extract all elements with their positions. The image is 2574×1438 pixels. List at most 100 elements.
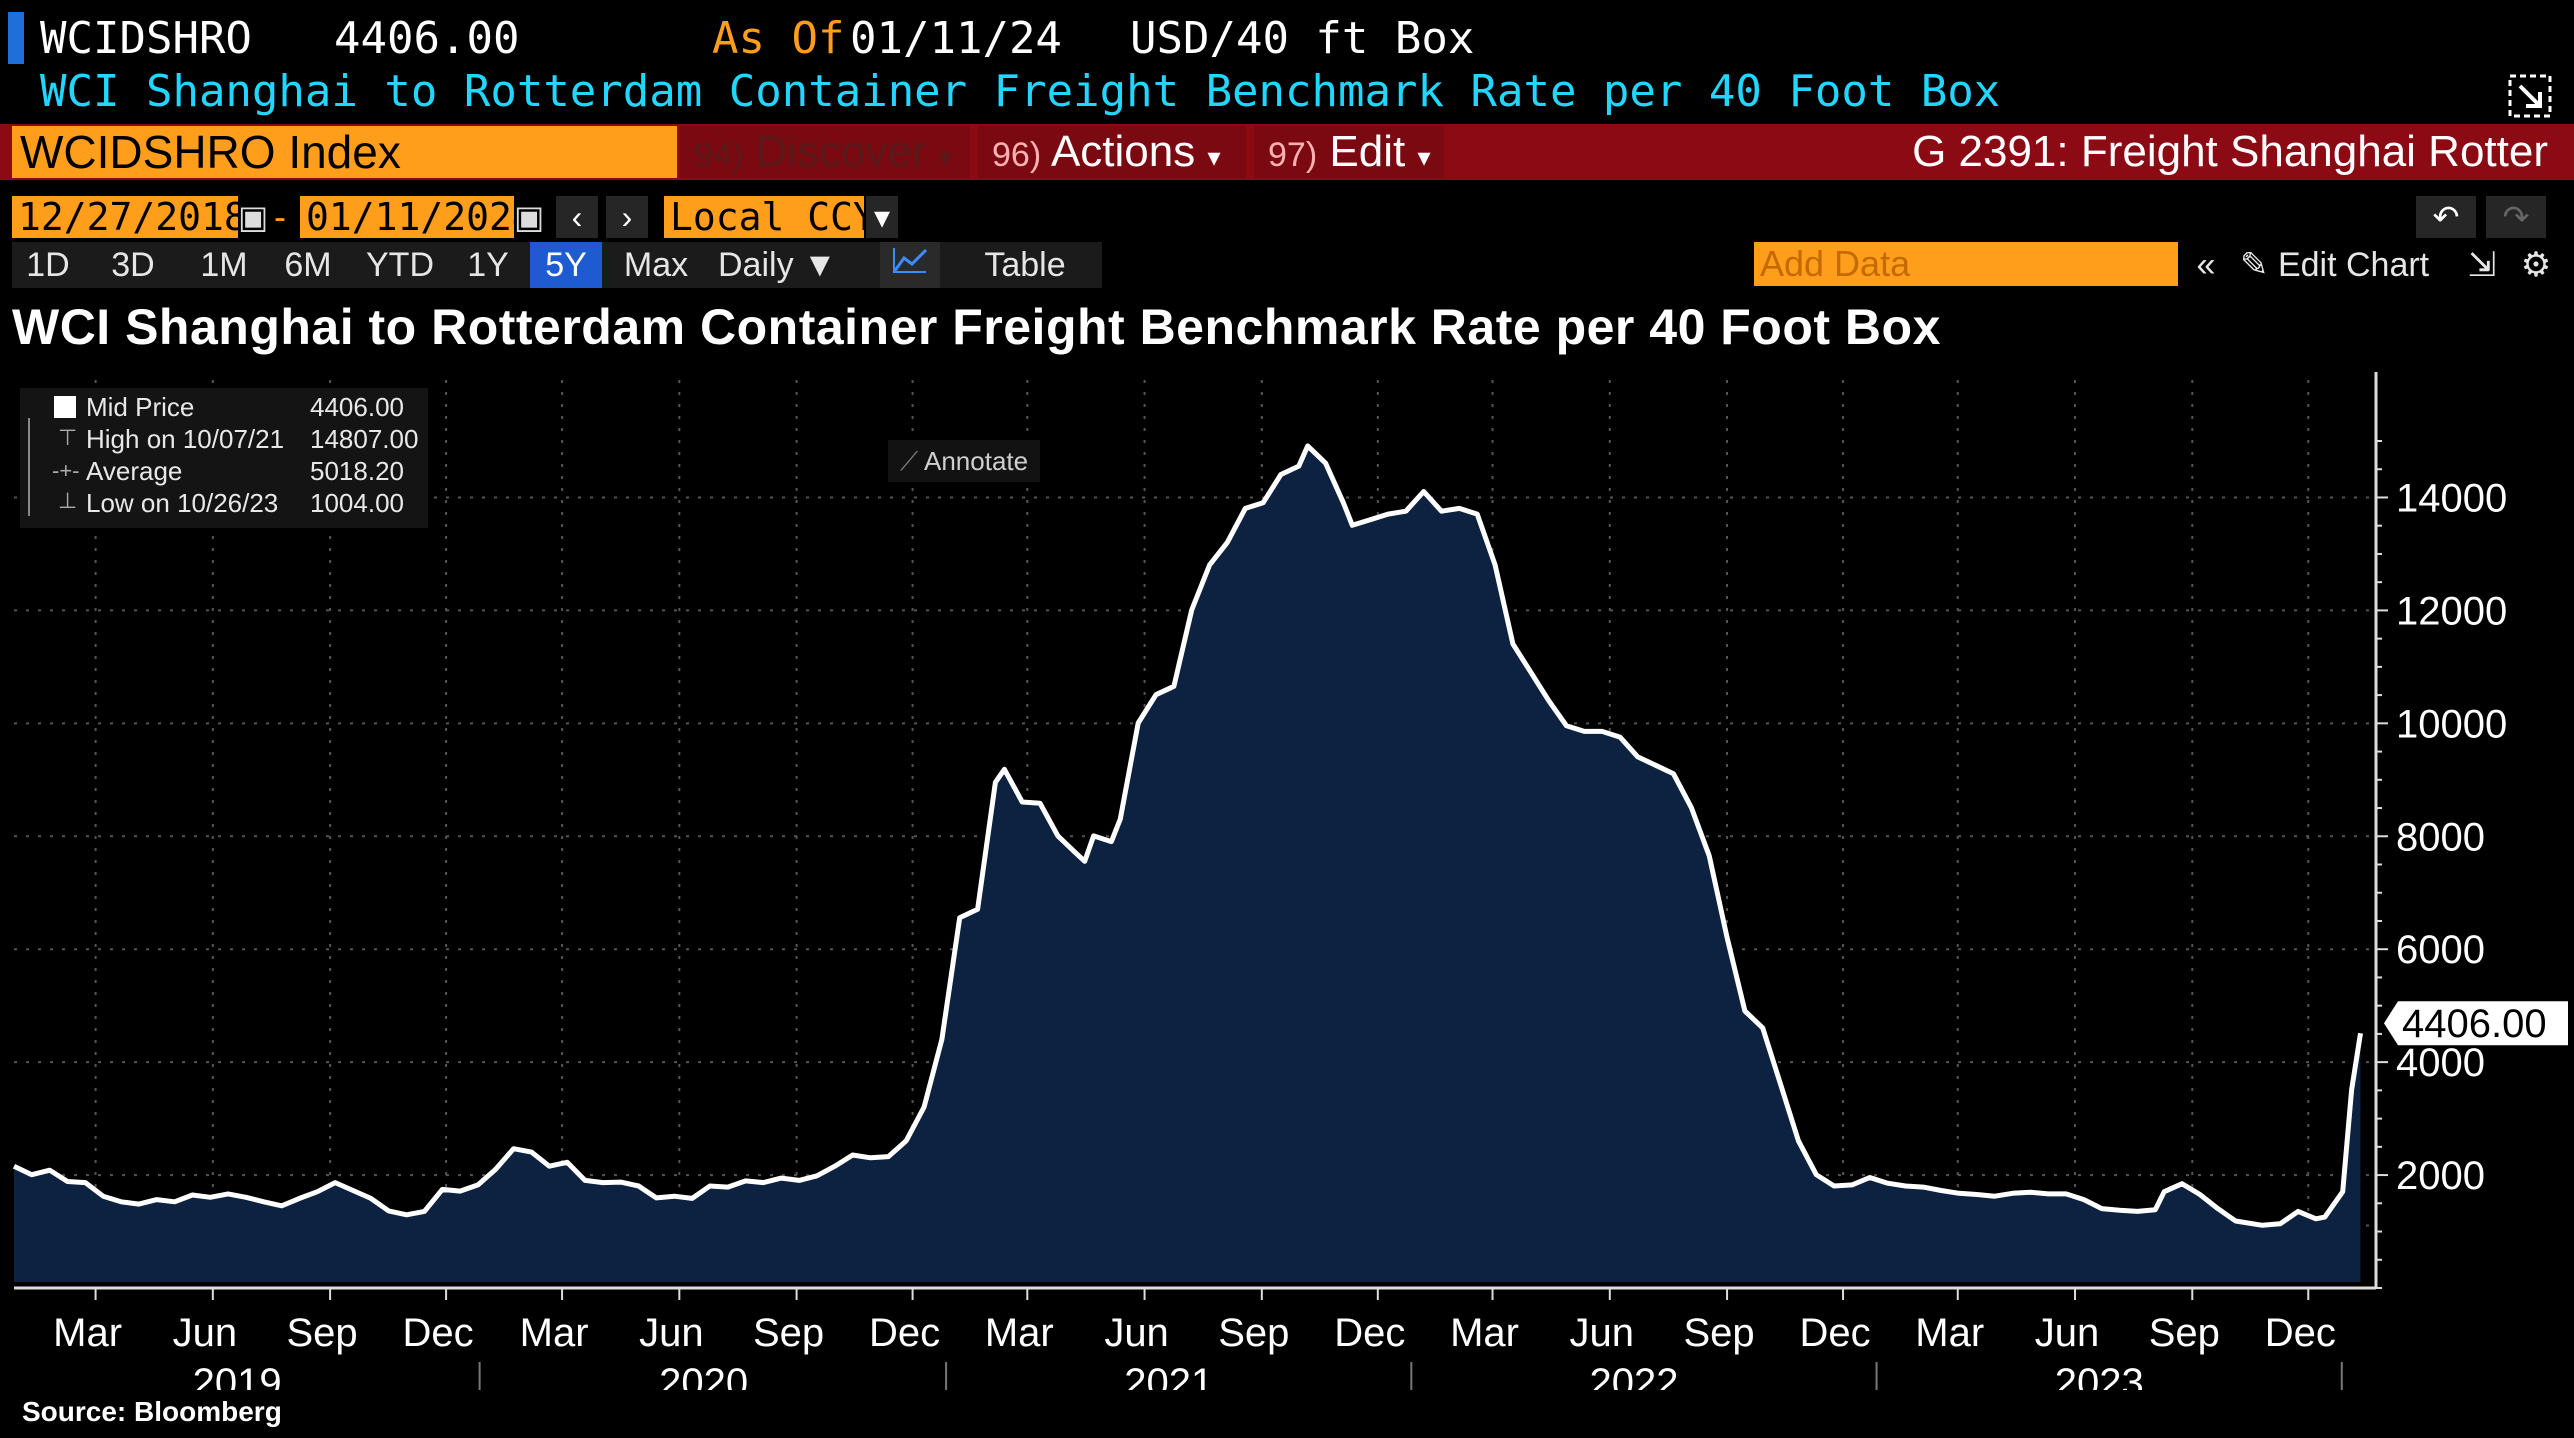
discover-menu[interactable]: 94) Discover ▾ xyxy=(680,126,970,178)
frequency-label: Daily xyxy=(718,246,794,284)
y-tick-label: 8000 xyxy=(2396,815,2485,859)
actions-menu[interactable]: 96) Actions ▾ xyxy=(978,126,1246,178)
legend-value-high: 14807.00 xyxy=(310,424,419,454)
y-tick-label: 6000 xyxy=(2396,928,2485,972)
legend-value-mid-price: 4406.00 xyxy=(310,392,404,422)
legend-label-mid-price: Mid Price xyxy=(86,392,195,422)
popout-icon[interactable] xyxy=(2506,72,2554,120)
range-button-1d[interactable]: 1D xyxy=(26,246,70,284)
redo-icon[interactable]: ↷ xyxy=(2486,196,2546,238)
average-marker-icon: -+- xyxy=(52,458,80,483)
calendar-icon[interactable]: ▣ xyxy=(238,196,268,238)
x-tick-label: Mar xyxy=(1915,1311,1984,1355)
x-tick-label: Sep xyxy=(1683,1311,1754,1355)
edit-menu-label: Edit xyxy=(1329,127,1406,176)
x-tick-label: Sep xyxy=(2149,1311,2220,1355)
x-tick-label: Mar xyxy=(985,1311,1054,1355)
legend-bracket xyxy=(28,418,50,516)
range-button-5y[interactable]: 5Y xyxy=(530,242,602,288)
line-chart-icon[interactable] xyxy=(880,242,940,288)
calendar-icon[interactable]: ▣ xyxy=(514,196,544,238)
x-tick-label: Dec xyxy=(1334,1311,1405,1355)
legend-swatch xyxy=(54,396,76,418)
legend-value-average: 5018.20 xyxy=(310,456,404,486)
y-tick-label: 10000 xyxy=(2396,702,2507,746)
x-tick-label: Jun xyxy=(639,1311,704,1355)
date-separator: - xyxy=(274,196,286,237)
last-price-tag: 4406.00 xyxy=(2384,1001,2568,1046)
range-button-ytd[interactable]: YTD xyxy=(366,246,434,284)
chart-area[interactable]: Mar Jun Sep Dec Mar Jun Sep Dec Mar Jun Sep Dec Mar J… xyxy=(0,360,2574,1390)
last-price: 4406.00 xyxy=(334,13,520,64)
chart-axes xyxy=(14,372,2388,1290)
ticker-symbol: WCIDSHRO xyxy=(40,13,252,64)
x-tick-label: Jun xyxy=(1570,1311,1635,1355)
x-tick-label: Mar xyxy=(520,1311,589,1355)
chart-title: WCI Shanghai to Rotterdam Container Frei… xyxy=(12,299,1941,355)
edit-menu-number: 97) xyxy=(1268,136,1318,174)
table-button[interactable]: Table xyxy=(984,246,1066,284)
security-field[interactable]: WCIDSHRO Index xyxy=(12,126,677,178)
x-axis-labels: Mar Jun Sep Dec Mar Jun Sep Dec Mar Jun Sep Dec Mar J… xyxy=(53,1288,2343,1390)
add-data-input[interactable]: Add Data xyxy=(1754,242,2178,286)
chart-settings-icon[interactable]: ⇲ xyxy=(2467,246,2497,284)
legend-panel[interactable] xyxy=(20,388,428,528)
x-tick-label: Jun xyxy=(2035,1311,2100,1355)
x-tick-label: Dec xyxy=(1799,1311,1870,1355)
ticker-marker xyxy=(8,12,24,64)
next-period-button[interactable]: › xyxy=(606,196,648,238)
end-date-field[interactable]: 01/11/2024 xyxy=(300,196,535,238)
last-price-label: 4406.00 xyxy=(2402,1002,2547,1046)
collapse-icon[interactable]: « xyxy=(2196,246,2216,284)
discover-menu-number: 94) xyxy=(694,136,744,174)
edit-chart-button[interactable]: ✎ Edit Chart xyxy=(2240,242,2470,288)
actions-menu-number: 96) xyxy=(992,136,1042,174)
y-tick-label: 12000 xyxy=(2396,589,2507,633)
source-note: Source: Bloomberg xyxy=(22,1396,282,1427)
year-label: 2023 xyxy=(2055,1361,2144,1390)
range-button-1m[interactable]: 1M xyxy=(200,246,248,284)
x-tick-label: Mar xyxy=(53,1311,122,1355)
x-tick-label: Jun xyxy=(173,1311,238,1355)
pencil-icon: ⟋ xyxy=(900,446,919,476)
legend-value-low: 1004.00 xyxy=(310,488,404,518)
y-tick-label: 4000 xyxy=(2396,1041,2485,1085)
last-price-box xyxy=(2384,1001,2568,1046)
range-button-1y[interactable]: 1Y xyxy=(467,246,509,284)
as-of-label: As Of xyxy=(712,13,845,64)
price-area-fill xyxy=(14,445,2361,1282)
chevron-down-icon: ▾ xyxy=(1417,142,1431,172)
range-button-3d[interactable]: 3D xyxy=(111,246,155,284)
x-tick-label: Dec xyxy=(403,1311,474,1355)
range-button-6m[interactable]: 6M xyxy=(284,246,332,284)
caret-down-icon: ▼ xyxy=(803,246,837,284)
gear-icon[interactable]: ⚙ xyxy=(2520,246,2552,284)
chevron-down-icon: ▾ xyxy=(1207,142,1221,172)
price-unit: USD/40 ft Box xyxy=(1130,13,1475,64)
chevron-down-icon[interactable]: ▾ xyxy=(866,196,898,238)
legend-label-average: Average xyxy=(86,456,183,486)
year-label: 2022 xyxy=(1590,1361,1679,1390)
range-button-max[interactable]: Max xyxy=(623,246,689,284)
discover-menu-label: Discover xyxy=(755,127,927,176)
as-of-date: 01/11/24 xyxy=(850,13,1062,64)
legend-label-low: Low on 10/26/23 xyxy=(86,488,279,518)
x-tick-label: Dec xyxy=(869,1311,940,1355)
x-tick-label: Dec xyxy=(2265,1311,2336,1355)
y-tick-label: 2000 xyxy=(2396,1154,2485,1198)
price-line xyxy=(12,443,2363,1228)
function-title: G 2391: Freight Shanghai Rotter xyxy=(1912,127,2548,176)
edit-menu[interactable]: 97) Edit ▾ xyxy=(1254,126,1444,178)
annotate-label: Annotate xyxy=(924,446,1029,476)
undo-icon[interactable]: ↶ xyxy=(2416,196,2476,238)
previous-period-button[interactable]: ‹ xyxy=(556,196,598,238)
start-date-field[interactable]: 12/27/2018 xyxy=(12,196,247,238)
frequency-select[interactable]: Daily ▼ xyxy=(718,242,858,288)
currency-select[interactable]: Local CCY xyxy=(664,196,876,238)
x-tick-label: Sep xyxy=(1218,1311,1289,1355)
year-label: 2019 xyxy=(193,1361,282,1390)
x-tick-label: Jun xyxy=(1104,1311,1169,1355)
chevron-down-icon: ▾ xyxy=(938,142,952,172)
annotate-button[interactable]: ⟋ Annotate xyxy=(888,440,1041,482)
low-marker-icon: ⊥ xyxy=(58,488,78,513)
